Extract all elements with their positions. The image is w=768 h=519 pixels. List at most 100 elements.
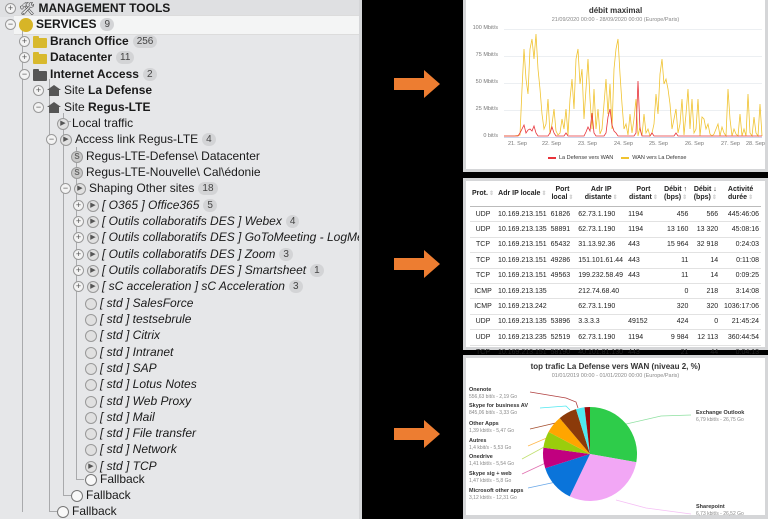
play-circle-icon: ▶ (85, 460, 97, 473)
tree-item-webex[interactable]: + ▶ [ Outils collaboratifs DES ] Webex 4 (73, 213, 300, 230)
table-row[interactable]: TCP 10.169.213.151 49286 151.101.61.44 443 11… (470, 252, 761, 269)
column-header-upload[interactable]: Débit ↑ (bps)⇕ (660, 183, 691, 207)
legend-item-la-defense-vers-wan[interactable]: La Defense vers WAN (540, 155, 613, 161)
tree-item-sc-acceleration[interactable]: + ▶ [ sC acceleration ] sC Acceleration … (73, 278, 303, 295)
legend-item-wan-vers-la-defense[interactable]: WAN vers La Defense (613, 155, 686, 161)
column-header-download[interactable]: Débit ↓ (bps)⇕ (690, 183, 721, 207)
tree-item-smartsheet[interactable]: + ▶ [ Outils collaboratifs DES ] Smartsh… (73, 262, 324, 279)
tree-item-fallback-l3[interactable]: Fallback (57, 503, 117, 519)
tree-item-site-la-defense[interactable]: + Site La Defense (33, 82, 152, 99)
table-row[interactable]: TCP 10.169.213.151 65432 31.13.92.36 443 15 9… (470, 237, 761, 254)
tree-item-branch-office[interactable]: + Branch Office 256 (19, 33, 158, 50)
tree-item-label: MANAGEMENT TOOLS (38, 1, 171, 15)
pie-label-sharepoint[interactable]: Sharepoint 6,73 kbit/s - 26,52 Go (696, 504, 744, 517)
table-row[interactable]: UDP 10.169.213.235 52519 62.73.1.190 1194 9 9… (470, 329, 761, 346)
column-header-local-port[interactable]: Port local⇕ (548, 183, 577, 207)
expand-icon[interactable]: + (73, 216, 84, 227)
table-cell: 52519 (548, 329, 577, 346)
play-circle-icon: ▶ (87, 215, 99, 228)
tree-item-datacenter[interactable]: + Datacenter 11 (19, 49, 135, 66)
collapse-icon[interactable]: − (33, 102, 44, 113)
tree-item-access-link-regus-lte[interactable]: − ▶ Access link Regus-LTE 4 (46, 131, 216, 148)
pie-label-autres[interactable]: Autres 1,4 kbit/s - 5,53 Go (469, 438, 512, 451)
pie-plot (521, 391, 692, 515)
table-cell: 10.169.213.235 (495, 329, 549, 346)
table-row[interactable]: UDP 10.169.213.135 58891 62.73.1.190 1194 13 … (470, 221, 761, 238)
tree-item-citrix[interactable]: [ std ] Citrix (85, 327, 160, 344)
table-cell: UDP (470, 329, 496, 346)
tree-item-file-transfer[interactable]: [ std ] File transfer (85, 425, 196, 442)
collapse-icon[interactable]: − (19, 69, 30, 80)
column-header-remote-port[interactable]: Port distant⇕ (626, 183, 661, 207)
tree-item-zoom[interactable]: + ▶ [ Outils collaboratifs DES ] Zoom 3 (73, 246, 293, 263)
tree-item-gotomeeting[interactable]: + ▶ [ Outils collaboratifs DES ] GoToMee… (73, 229, 359, 246)
tree-item-label: [ std ] Citrix (100, 328, 161, 342)
table-row[interactable]: ICMP 10.169.213.242 62.73.1.190 320 320 1036:… (470, 298, 761, 315)
expand-icon[interactable]: + (73, 232, 84, 243)
tree-item-shaping-other-sites[interactable]: − ▶ Shaping Other sites 18 (60, 180, 218, 197)
collapse-icon[interactable]: − (5, 19, 16, 30)
tree-item-lotus-notes[interactable]: [ std ] Lotus Notes (85, 376, 197, 393)
table-cell: TCP (470, 237, 496, 254)
tree-item-label: [ std ] File transfer (100, 426, 197, 440)
expand-icon[interactable]: + (33, 85, 44, 96)
tree-item-regus-lte-nouvelle-caledonie[interactable]: S Regus-LTE-Nouvelle\ Cal\édonie (71, 164, 261, 181)
expand-icon[interactable]: + (73, 200, 84, 211)
x-tick: 21. Sep (508, 141, 527, 147)
table-row[interactable]: ICMP 10.169.213.135 212.74.68.40 0 218 3:14:0… (470, 283, 761, 300)
clock-circle-icon (85, 411, 97, 424)
expand-icon[interactable]: + (19, 52, 30, 63)
tree-item-management-tools[interactable]: + 🛠 MANAGEMENT TOOLS (5, 0, 170, 17)
tree-item-intranet[interactable]: [ std ] Intranet (85, 344, 173, 361)
pie-label-skype-sig-web[interactable]: Skype sig + web 1,47 kbit/s - 5,8 Go (469, 471, 512, 484)
gridline (504, 56, 762, 57)
table-row[interactable]: UDP 10.169.213.135 53896 3.3.3.3 49152 424 0 21… (470, 314, 761, 331)
column-header-local-ip[interactable]: Adr IP locale⇕ (495, 183, 549, 207)
tree-item-salesforce[interactable]: [ std ] SalesForce (85, 295, 193, 312)
pie-label-skype-for-business-av[interactable]: Skype for business AV 845,06 bit/s - 3,33… (469, 403, 528, 416)
expand-icon[interactable]: + (73, 249, 84, 260)
tree-item-label: [ std ] TCP (100, 459, 157, 473)
expand-icon[interactable]: + (19, 36, 30, 47)
table-cell: 62.73.1.190 (576, 298, 627, 315)
expand-icon[interactable]: + (73, 265, 84, 276)
tree-item-site-regus-lte[interactable]: − Site Regus-LTE (33, 99, 150, 116)
pie-label-exchange-outlook[interactable]: Exchange Outlook 6,79 kbit/s - 26,75 Go (696, 410, 745, 423)
pie-label-onenote[interactable]: Onenote 556,63 bit/s - 2,19 Go (469, 387, 518, 400)
pie-label-microsoft-other-apps[interactable]: Microsoft other apps 3,12 kbit/s - 12,31 … (469, 488, 524, 501)
table-cell: 13 160 (660, 221, 691, 238)
arrow-right-icon (394, 420, 440, 448)
tree-item-internet-access[interactable]: − Internet Access 2 (19, 66, 157, 83)
folder-icon (33, 35, 47, 48)
column-header-remote-ip[interactable]: Adr IP distante⇕ (576, 183, 627, 207)
expand-icon[interactable]: + (5, 3, 16, 14)
tree-item-label: Internet Access (50, 67, 139, 81)
table-row[interactable]: TCP 10.169.213.151 49563 199.232.58.49 443 11… (470, 268, 761, 284)
table-cell: UDP (470, 206, 496, 223)
tree-item-network[interactable]: [ std ] Network (85, 441, 177, 458)
tree-item-sap[interactable]: [ std ] SAP (85, 360, 157, 377)
tree-item-fallback-l5[interactable]: Fallback (85, 471, 145, 488)
table-cell: 3:14:08 (720, 283, 761, 300)
column-header-prot[interactable]: Prot.⇕ (470, 183, 496, 207)
column-header-duration[interactable]: Activité durée⇕ (720, 183, 761, 207)
table-cell: 360:44:54 (720, 329, 761, 346)
pie-label-other-apps[interactable]: Other Apps 1,39 kbit/s - 5,47 Go (469, 421, 515, 434)
table-row[interactable]: UDP 10.169.213.151 61826 62.73.1.190 1194 456… (470, 206, 761, 223)
tree-item-web-proxy[interactable]: [ std ] Web Proxy (85, 393, 191, 410)
tree-item-mail[interactable]: [ std ] Mail (85, 409, 155, 426)
collapse-icon[interactable]: − (60, 183, 71, 194)
tree-item-regus-lte-defense-datacenter[interactable]: S Regus-LTE-Defense\ Datacenter (71, 148, 260, 165)
expand-icon[interactable]: + (73, 281, 84, 292)
tree-item-services[interactable]: − SERVICES 9 (5, 16, 115, 33)
table-cell (626, 283, 661, 300)
collapse-icon[interactable]: − (46, 134, 57, 145)
tree-item-fallback-l4[interactable]: Fallback (71, 487, 131, 504)
tree-item-label: Regus-LTE-Nouvelle\ Cal\édonie (86, 165, 261, 179)
count-badge: 3 (279, 248, 293, 261)
tree-item-tcp[interactable]: ▶ [ std ] TCP (85, 458, 157, 475)
tree-item-testsebrule[interactable]: [ std ] testsebrule (85, 311, 191, 328)
tree-item-o365[interactable]: + ▶ [ O365 ] Office365 5 (73, 197, 217, 214)
pie-label-onedrive[interactable]: Onedrive 1,41 kbit/s - 5,54 Go (469, 454, 515, 467)
tree-item-local-traffic[interactable]: ▶ Local traffic (57, 115, 133, 132)
